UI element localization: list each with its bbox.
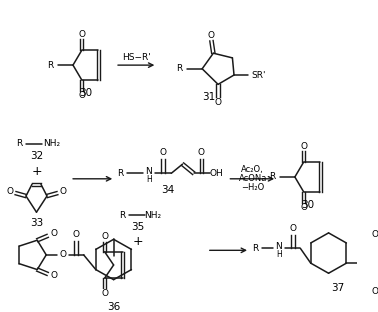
Text: O: O	[60, 251, 67, 259]
Text: O: O	[51, 271, 58, 280]
Text: O: O	[371, 287, 378, 296]
Text: O: O	[78, 30, 85, 39]
Text: NH₂: NH₂	[43, 139, 60, 149]
Text: H: H	[146, 175, 152, 184]
Text: +: +	[31, 165, 42, 178]
Text: O: O	[101, 232, 108, 241]
Text: 30: 30	[79, 88, 92, 98]
Text: O: O	[78, 91, 85, 100]
Text: 32: 32	[30, 151, 43, 161]
Text: R: R	[47, 61, 54, 70]
Text: R: R	[119, 211, 126, 220]
Text: SR': SR'	[251, 71, 266, 80]
Text: NH₂: NH₂	[144, 211, 161, 220]
Text: O: O	[160, 148, 166, 157]
Text: 30: 30	[301, 200, 314, 210]
Text: R: R	[253, 244, 259, 253]
Text: H: H	[276, 251, 282, 259]
Text: O: O	[300, 203, 307, 212]
Text: O: O	[60, 187, 67, 196]
Text: 37: 37	[331, 283, 345, 293]
Text: O: O	[215, 98, 222, 107]
Text: R: R	[177, 64, 183, 73]
Text: 31: 31	[202, 92, 215, 102]
Text: O: O	[198, 148, 205, 157]
Text: Ac₂O,: Ac₂O,	[242, 165, 264, 174]
Text: O: O	[6, 187, 13, 196]
Text: R: R	[269, 173, 276, 182]
Text: O: O	[290, 224, 296, 233]
Text: 35: 35	[131, 222, 144, 232]
Text: +: +	[132, 235, 143, 248]
Text: −H₂O: −H₂O	[241, 183, 264, 193]
Text: O: O	[101, 289, 108, 298]
Text: N: N	[276, 242, 282, 251]
Text: 34: 34	[161, 185, 174, 195]
Text: 33: 33	[30, 218, 43, 228]
Text: O: O	[300, 142, 307, 151]
Text: AcONa: AcONa	[239, 174, 267, 183]
Text: N: N	[146, 167, 152, 176]
Text: R: R	[17, 139, 23, 149]
Text: 36: 36	[107, 302, 120, 312]
Text: R: R	[118, 169, 124, 178]
Text: O: O	[371, 230, 378, 239]
Text: HS−R': HS−R'	[122, 53, 151, 62]
Text: OH: OH	[209, 169, 223, 178]
Text: O: O	[73, 230, 80, 239]
Text: O: O	[208, 31, 215, 40]
Text: O: O	[51, 230, 58, 238]
